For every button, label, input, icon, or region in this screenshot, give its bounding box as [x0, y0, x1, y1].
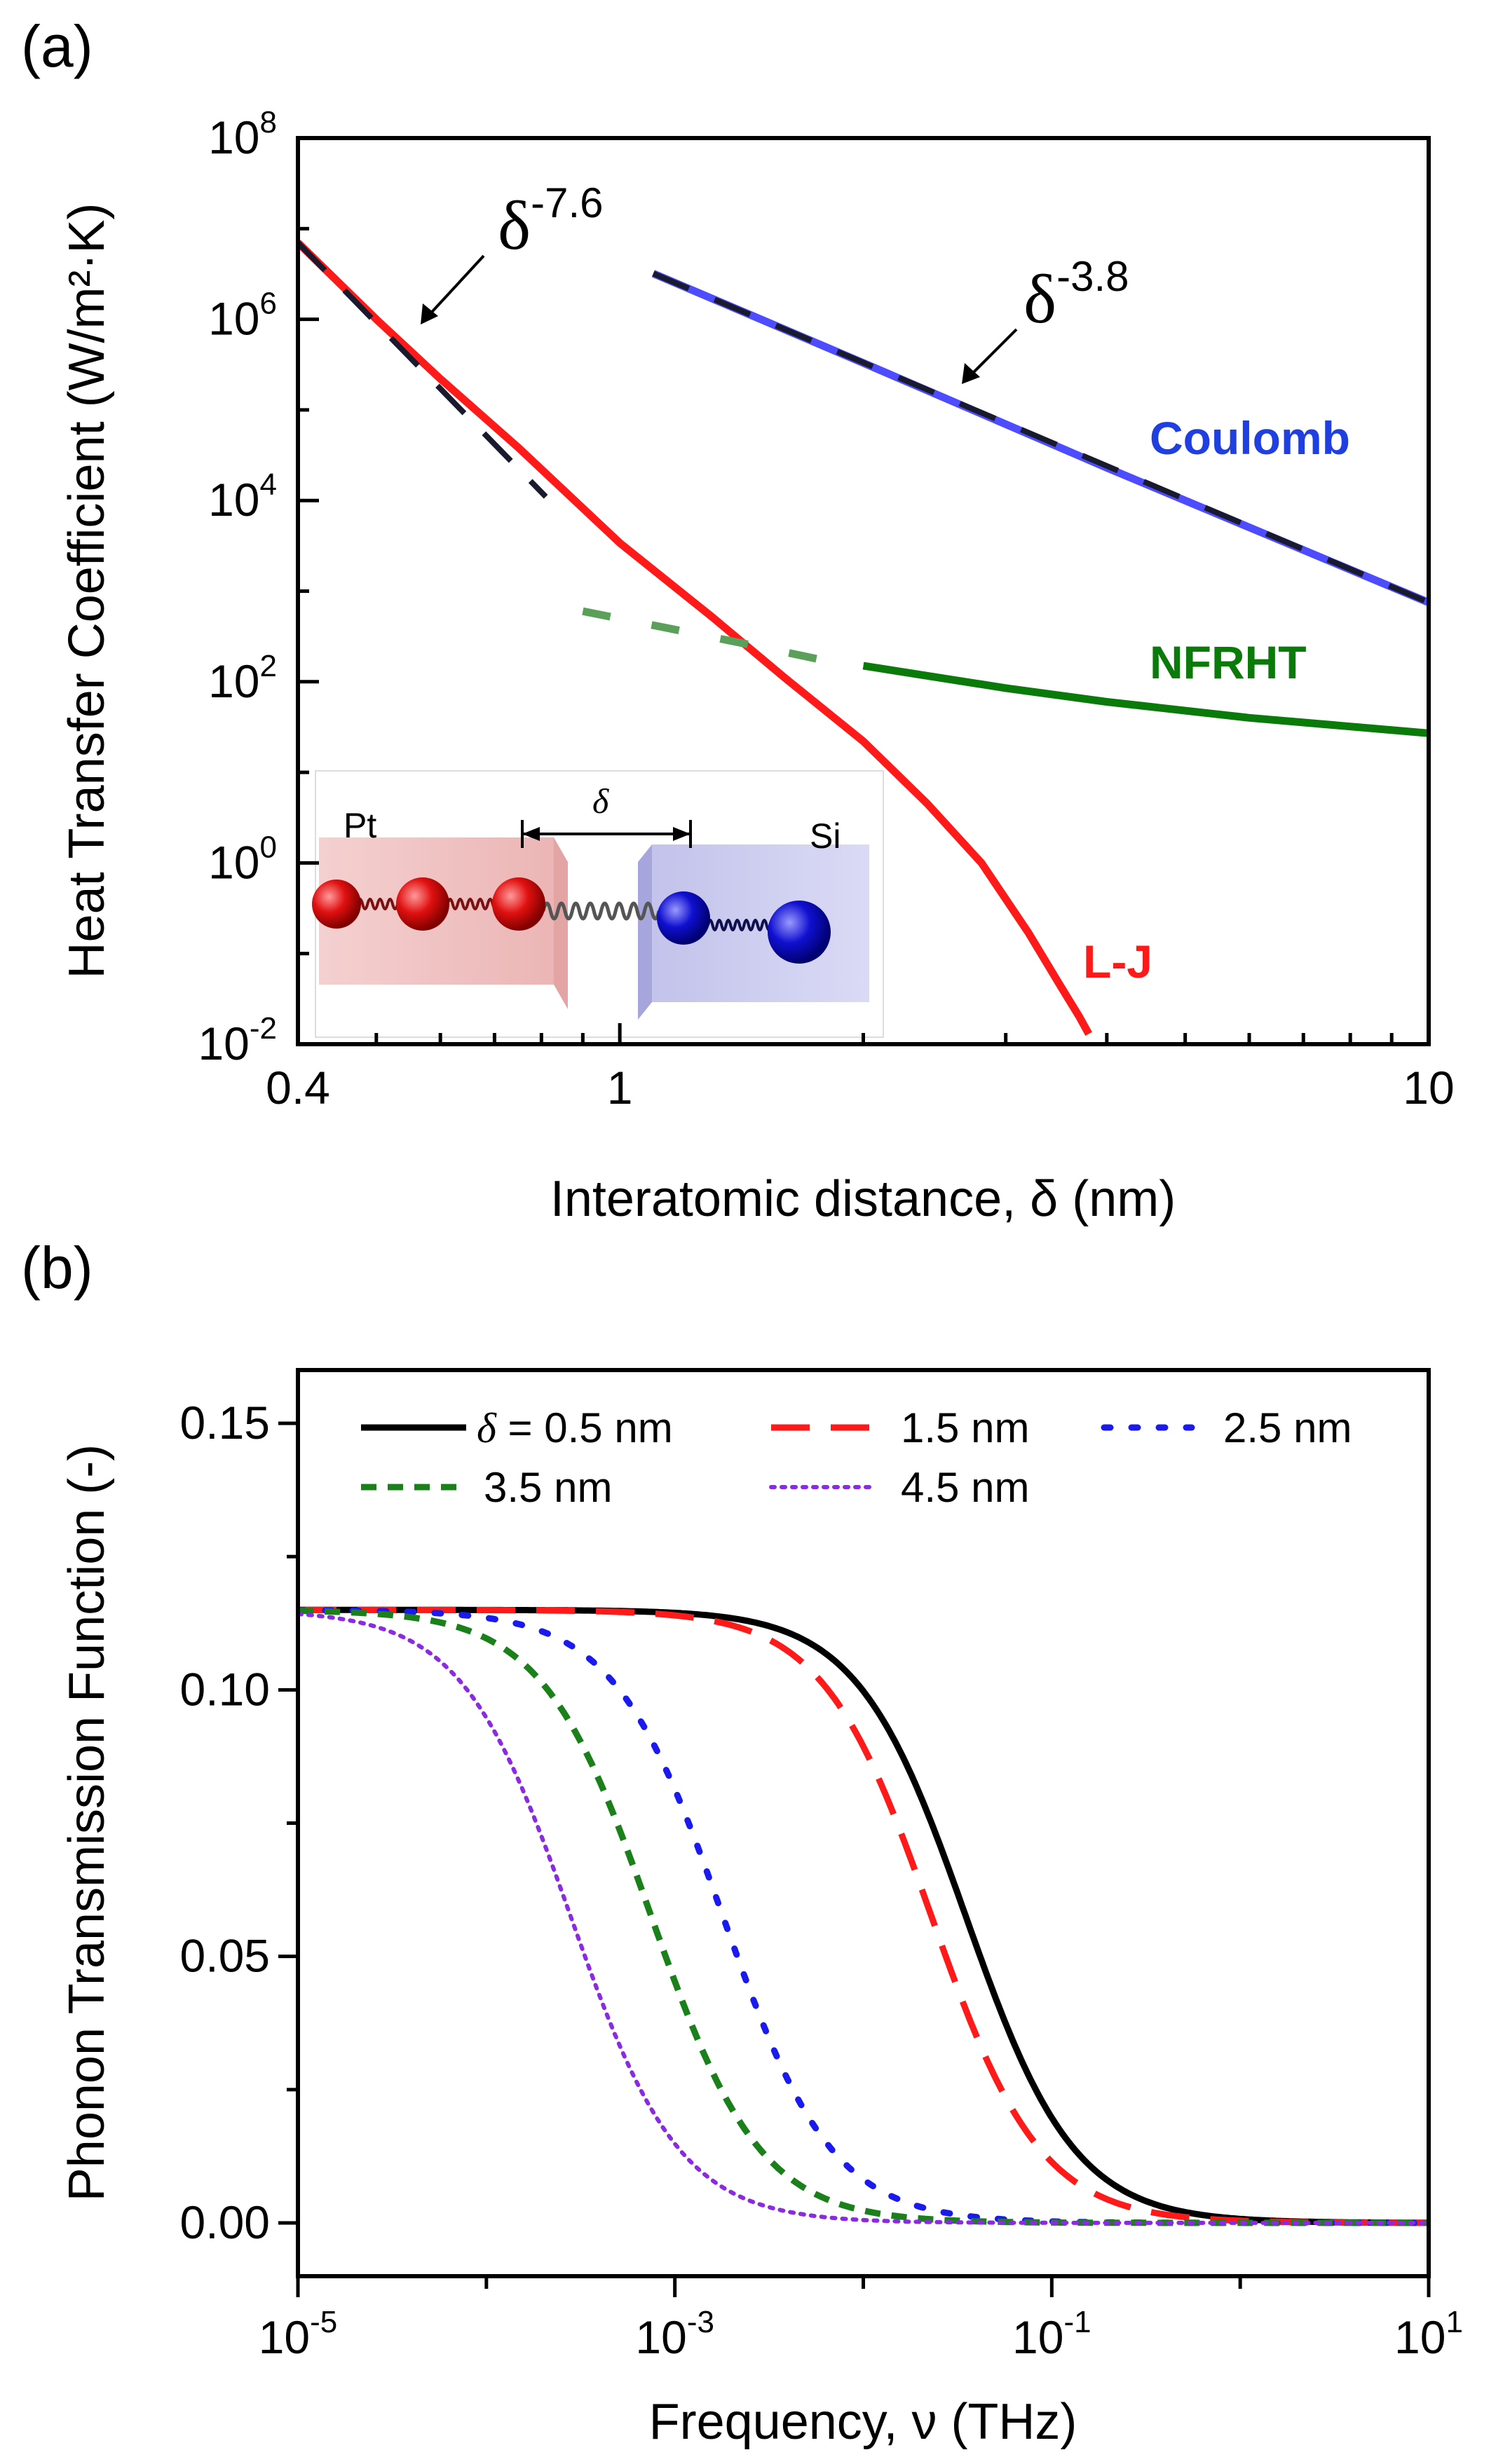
y-tick-label-a: 10-2 [198, 1011, 277, 1069]
fit-label-coulomb: δ-3.8 [1023, 253, 1129, 338]
x-tick-label-a: 0.4 [266, 1062, 330, 1114]
y-tick-label-b: 0.00 [180, 2196, 270, 2248]
x-tick-label-b: 101 [1394, 2305, 1463, 2363]
plot-frame-b [296, 1368, 1431, 2278]
label-nfrht: NFRHT [1150, 636, 1307, 688]
gap-arrow-right-head [673, 827, 691, 841]
series-b-3 [298, 1608, 1429, 2226]
y-tick-label-a: 108 [208, 105, 277, 163]
label-lj: L-J [1083, 936, 1152, 987]
chart-b: (b) 10-5 10-3 10-1 101 0.00 0.05 0.10 0.15 δ = … [21, 1235, 1463, 2450]
si-block-side [638, 844, 652, 1020]
inset-pt-label: Pt [344, 806, 376, 845]
spring-gap [541, 901, 661, 921]
x-axis-title-a: Interatomic distance, δ (nm) [550, 1171, 1176, 1227]
axes-b: 10-5 10-3 10-1 101 0.00 0.05 0.10 0.15 [180, 1397, 1463, 2363]
fit-line-a-1 [652, 271, 1429, 605]
si-atom-1 [657, 891, 710, 945]
y-tick-label-a: 106 [208, 287, 277, 345]
series-a-0 [298, 240, 1092, 1036]
x-tick-label-b: 10-1 [1012, 2305, 1091, 2363]
gap-arrow-left-head [522, 827, 540, 841]
y-axis-title-a: Heat Transfer Coefficient (W/m²·K) [59, 203, 115, 979]
y-tick-label-a: 100 [208, 830, 277, 888]
legend-label-2: 2.5 nm [1223, 1404, 1352, 1451]
y-tick-label-b: 0.10 [180, 1663, 270, 1715]
spring-si [707, 919, 773, 931]
fit-arrow-coulomb [966, 328, 1018, 380]
series-b-4 [298, 1612, 1429, 2225]
legend-label-0: δ = 0.5 nm [477, 1404, 673, 1451]
series-b-1 [298, 1606, 1429, 2226]
fit-arrow-lj [424, 254, 485, 320]
fit-line-a-0 [298, 240, 548, 499]
inset-gap-label: δ [592, 781, 609, 821]
series-a-3 [862, 662, 1429, 737]
legend-label-3: 3.5 nm [484, 1464, 612, 1511]
fit-arrowhead-coulomb [962, 363, 980, 384]
y-tick-label-b: 0.15 [180, 1397, 270, 1449]
pt-atom-3 [492, 877, 545, 931]
x-axis-title-b: Frequency, ν (THz) [649, 2394, 1077, 2450]
inset-si-label: Si [810, 816, 841, 856]
si-block [652, 844, 869, 1002]
pt-atom-2 [396, 877, 449, 931]
plot-area-b [298, 1606, 1429, 2226]
legend-b: δ = 0.5 nm 1.5 nm 2.5 nm 3.5 nm 4.5 nm [361, 1404, 1352, 1511]
panel-label-b: (b) [21, 1235, 93, 1301]
legend-label-4: 4.5 nm [901, 1464, 1029, 1511]
x-tick-label-a: 10 [1403, 1062, 1454, 1114]
panel-label-a: (a) [21, 13, 93, 79]
x-tick-label-b: 10-5 [259, 2305, 338, 2363]
y-axis-title-b: Phonon Transmission Function (-) [59, 1444, 115, 2201]
series-b-0 [298, 1606, 1429, 2226]
fit-arrowhead-lj [421, 303, 438, 324]
label-coulomb: Coulomb [1150, 412, 1350, 464]
legend-label-1: 1.5 nm [901, 1404, 1029, 1451]
x-tick-label-b: 10-3 [635, 2305, 714, 2363]
fit-label-lj: δ-7.6 [498, 179, 604, 264]
si-atom-2 [768, 901, 831, 964]
y-tick-label-a: 104 [208, 467, 277, 526]
series-a-2 [582, 607, 827, 665]
inset-illustration: Pt Si δ [312, 770, 884, 1038]
y-tick-label-a: 102 [208, 649, 277, 707]
pt-block-side [554, 837, 568, 1009]
series-b-2 [298, 1607, 1429, 2226]
pt-atom-1 [312, 879, 361, 929]
x-tick-label-a: 1 [607, 1062, 633, 1114]
y-tick-label-b: 0.05 [180, 1930, 270, 1982]
plot-area-a [298, 240, 1429, 1036]
plot-frame-a [296, 136, 1431, 1046]
